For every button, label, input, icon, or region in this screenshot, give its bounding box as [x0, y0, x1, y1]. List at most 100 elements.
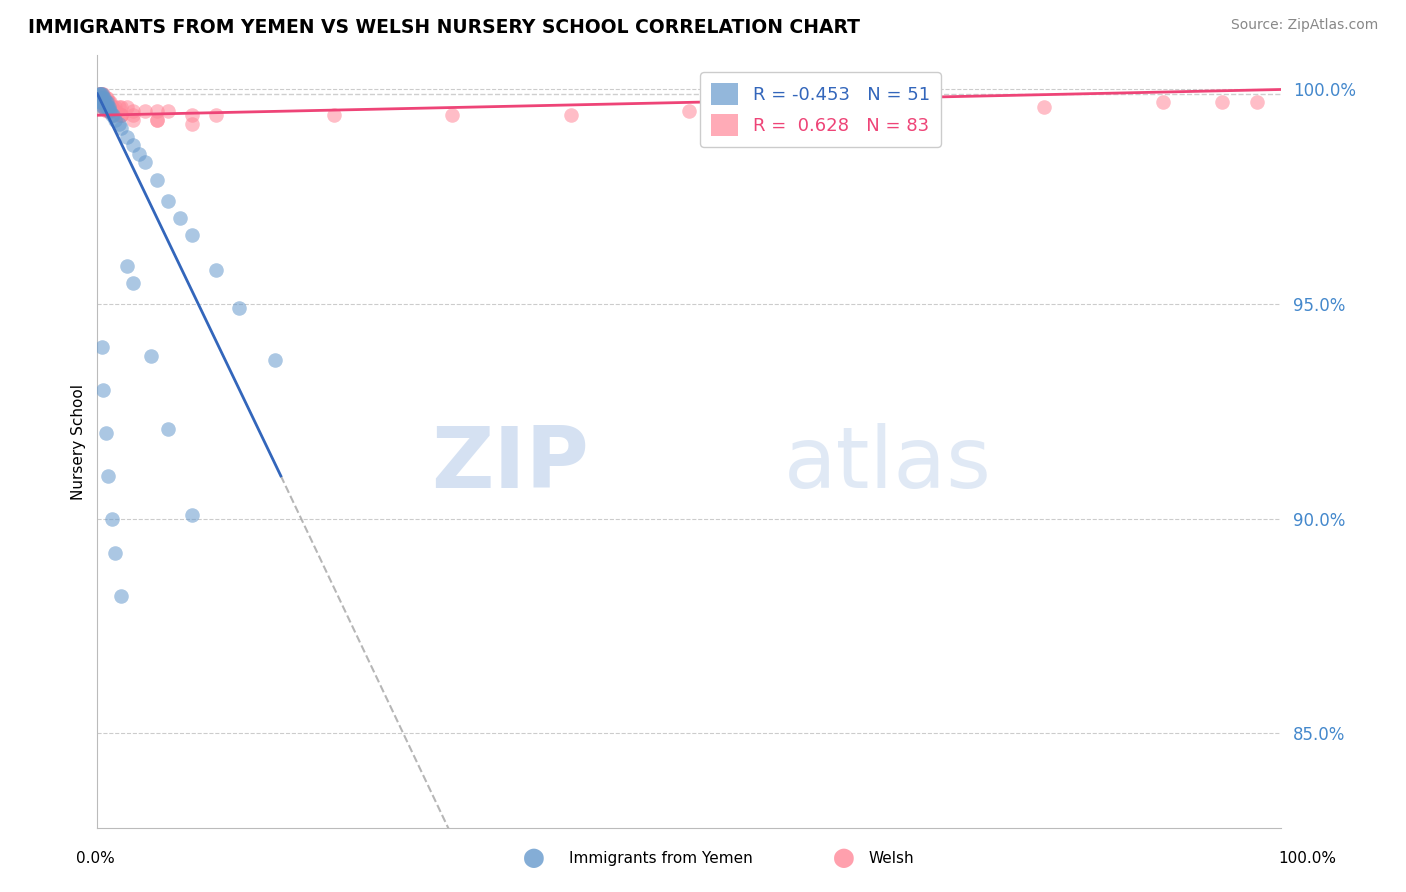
- Point: [110, 108, 132, 122]
- Point: [89, 87, 111, 101]
- Point: [100, 108, 122, 122]
- Point: [110, 121, 132, 136]
- Point: [121, 112, 143, 127]
- Point: [441, 108, 464, 122]
- Text: 0.0%: 0.0%: [76, 852, 115, 866]
- Point: [134, 155, 156, 169]
- Point: [104, 100, 127, 114]
- Point: [87, 87, 110, 101]
- Point: [97, 95, 120, 110]
- Point: [115, 259, 138, 273]
- Point: [110, 589, 132, 603]
- Point: [157, 422, 180, 436]
- Point: [91, 91, 114, 105]
- Point: [91, 87, 114, 101]
- Point: [94, 425, 117, 440]
- Point: [90, 87, 112, 101]
- Point: [91, 91, 114, 105]
- Text: Immigrants from Yemen: Immigrants from Yemen: [569, 852, 754, 866]
- Point: [94, 95, 117, 110]
- Point: [1033, 100, 1056, 114]
- Point: [94, 100, 117, 114]
- Point: [228, 301, 250, 316]
- Point: [91, 91, 114, 105]
- Point: [91, 95, 114, 110]
- Point: [181, 108, 204, 122]
- Point: [97, 95, 120, 110]
- Point: [91, 95, 114, 110]
- Text: Source: ZipAtlas.com: Source: ZipAtlas.com: [1230, 18, 1378, 32]
- Point: [93, 95, 115, 110]
- Point: [96, 100, 118, 114]
- Point: [91, 95, 114, 110]
- Point: [110, 108, 132, 122]
- Point: [96, 95, 118, 110]
- Point: [104, 546, 127, 560]
- Point: [90, 100, 112, 114]
- Point: [98, 103, 121, 118]
- Point: [121, 108, 143, 122]
- Point: [89, 87, 111, 101]
- Point: [915, 100, 938, 114]
- Point: [96, 100, 118, 114]
- Point: [107, 117, 129, 131]
- Point: [93, 100, 115, 114]
- Point: [90, 87, 112, 101]
- Point: [91, 91, 114, 105]
- Point: [93, 95, 115, 110]
- Point: [100, 95, 122, 110]
- Text: ⬤: ⬤: [832, 849, 855, 869]
- Point: [678, 103, 700, 118]
- Point: [121, 276, 143, 290]
- Point: [1152, 95, 1174, 110]
- Point: [91, 383, 114, 397]
- Point: [87, 91, 110, 105]
- Point: [98, 103, 121, 118]
- Point: [145, 112, 167, 127]
- Point: [100, 100, 122, 114]
- Point: [98, 100, 121, 114]
- Point: [93, 91, 115, 105]
- Point: [101, 108, 124, 122]
- Point: [89, 95, 111, 110]
- Point: [90, 95, 112, 110]
- Point: [98, 103, 121, 118]
- Point: [93, 95, 115, 110]
- Point: [145, 112, 167, 127]
- Point: [204, 108, 226, 122]
- Point: [115, 129, 138, 144]
- Point: [91, 91, 114, 105]
- Point: [90, 95, 112, 110]
- Point: [91, 87, 114, 101]
- Point: [89, 91, 111, 105]
- Text: atlas: atlas: [785, 423, 991, 507]
- Point: [157, 194, 180, 208]
- Point: [96, 95, 118, 110]
- Point: [115, 100, 138, 114]
- Legend: R = -0.453   N = 51, R =  0.628   N = 83: R = -0.453 N = 51, R = 0.628 N = 83: [700, 72, 941, 146]
- Point: [96, 91, 118, 105]
- Point: [560, 108, 582, 122]
- Point: [121, 138, 143, 153]
- Point: [323, 108, 346, 122]
- Point: [104, 103, 127, 118]
- Point: [110, 108, 132, 122]
- Point: [110, 100, 132, 114]
- Point: [90, 91, 112, 105]
- Text: 100.0%: 100.0%: [1278, 852, 1337, 866]
- Point: [89, 95, 111, 110]
- Point: [90, 91, 112, 105]
- Point: [98, 100, 121, 114]
- Point: [91, 95, 114, 110]
- Point: [145, 172, 167, 186]
- Point: [97, 469, 120, 483]
- Point: [204, 262, 226, 277]
- Point: [91, 87, 114, 101]
- Text: Welsh: Welsh: [869, 852, 914, 866]
- Text: IMMIGRANTS FROM YEMEN VS WELSH NURSERY SCHOOL CORRELATION CHART: IMMIGRANTS FROM YEMEN VS WELSH NURSERY S…: [28, 18, 860, 37]
- Point: [87, 95, 110, 110]
- Point: [91, 95, 114, 110]
- Point: [94, 91, 117, 105]
- Point: [93, 100, 115, 114]
- Point: [97, 100, 120, 114]
